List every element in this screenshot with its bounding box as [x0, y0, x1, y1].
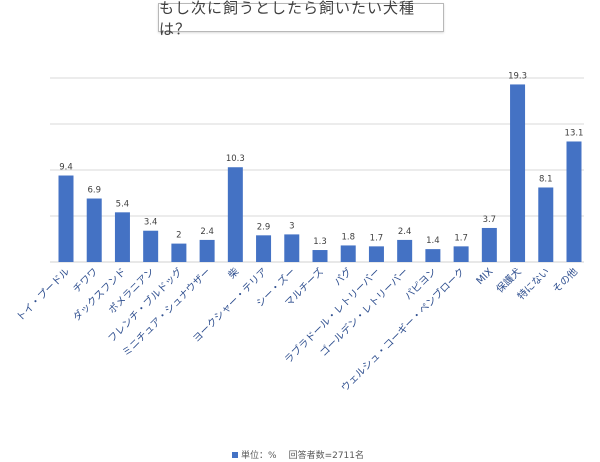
data-label: 2.9	[257, 222, 271, 232]
bar	[425, 249, 441, 262]
chart-title: もし次に飼うとしたら飼いたい犬種は？	[158, 0, 444, 38]
data-label: 3.7	[483, 215, 497, 225]
data-label: 9.4	[59, 163, 73, 173]
bar	[199, 239, 215, 262]
bar	[143, 230, 159, 262]
data-label: 1.7	[370, 233, 384, 243]
bar	[86, 198, 102, 262]
data-label: 19.3	[508, 71, 527, 81]
bar	[397, 239, 413, 262]
legend-swatch	[232, 451, 238, 458]
data-label: 3.4	[144, 218, 158, 228]
category-label: 柴	[225, 265, 241, 281]
data-label: 13.1	[565, 128, 584, 138]
bar	[171, 243, 187, 262]
bar	[312, 250, 328, 262]
data-label: 1.7	[454, 233, 468, 243]
data-label: 8.1	[539, 174, 553, 184]
bar	[284, 234, 300, 262]
data-label: 5.4	[116, 199, 130, 209]
legend: 単位：% 回答者数=2711名	[232, 448, 364, 461]
data-label: 2.4	[200, 227, 214, 237]
data-label: 10.3	[226, 154, 245, 164]
data-label: 2.4	[398, 227, 412, 237]
category-label: パグ	[331, 265, 354, 288]
bar	[368, 246, 384, 262]
bar	[58, 175, 74, 262]
category-label: トイ・プードル	[14, 266, 72, 324]
data-label: 3	[289, 221, 294, 231]
category-label: MIX	[475, 266, 496, 287]
bar	[256, 235, 272, 262]
legend-label: 単位：%	[241, 451, 277, 461]
bar	[538, 187, 554, 262]
legend-note: 回答者数=2711名	[288, 451, 365, 461]
bar	[566, 141, 582, 262]
data-label: 2	[176, 231, 181, 241]
bar	[453, 246, 469, 262]
data-label: 1.4	[426, 236, 440, 246]
bar	[340, 245, 356, 262]
data-label: 1.8	[341, 232, 355, 242]
bar	[227, 167, 243, 262]
data-label: 6.9	[87, 186, 101, 196]
bar	[114, 212, 130, 262]
category-label: その他	[550, 265, 580, 295]
bar	[510, 84, 526, 262]
bar	[481, 227, 497, 262]
data-label: 1.3	[313, 237, 327, 247]
